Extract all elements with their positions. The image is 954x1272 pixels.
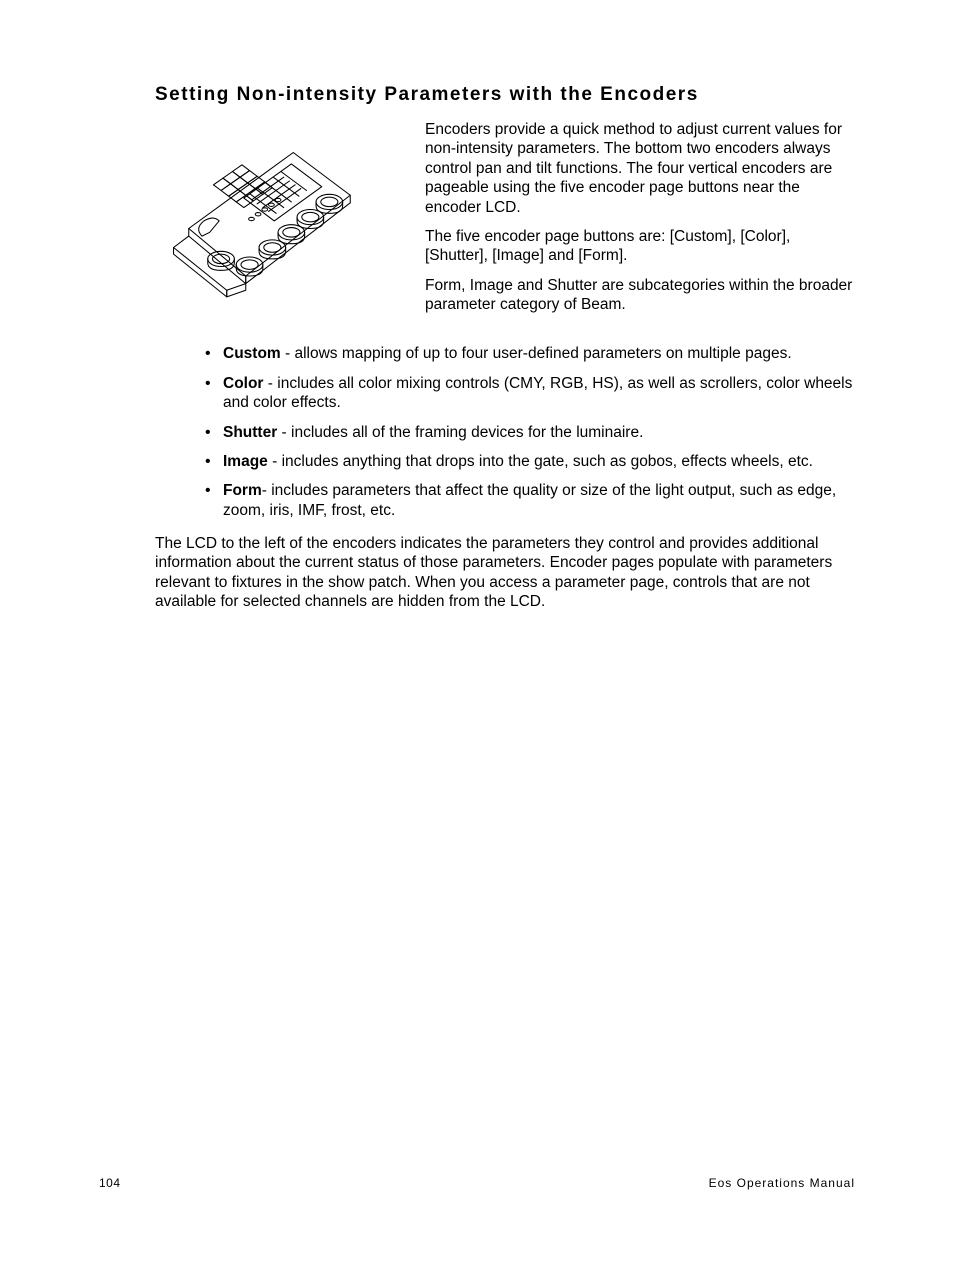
section-heading: Setting Non-intensity Parameters with th… xyxy=(155,84,855,106)
page-footer: 104 Eos Operations Manual xyxy=(99,1176,855,1190)
bullet-desc: includes all of the framing devices for … xyxy=(291,424,643,441)
bullet-term: Custom xyxy=(223,345,281,362)
intro-para-2: The five encoder page buttons are: [Cust… xyxy=(425,227,855,266)
page-number: 104 xyxy=(99,1176,121,1190)
intro-para-1: Encoders provide a quick method to adjus… xyxy=(425,120,855,217)
bullet-sep: - xyxy=(277,424,291,441)
closing-para: The LCD to the left of the encoders indi… xyxy=(155,534,855,612)
list-item: Shutter - includes all of the framing de… xyxy=(205,423,855,442)
bullet-sep: - xyxy=(268,453,282,470)
intro-para-3: Form, Image and Shutter are subcategorie… xyxy=(425,276,855,315)
bullet-sep: - xyxy=(263,375,277,392)
bullet-desc: allows mapping of up to four user-define… xyxy=(294,345,791,362)
intro-text: Encoders provide a quick method to adjus… xyxy=(425,120,855,324)
bullet-sep: - xyxy=(262,482,271,499)
intro-block: Encoders provide a quick method to adjus… xyxy=(155,120,855,324)
bullet-term: Form xyxy=(223,482,262,499)
bullet-sep: - xyxy=(281,345,295,362)
bullet-desc: includes all color mixing controls (CMY,… xyxy=(223,375,852,411)
bullet-term: Image xyxy=(223,453,268,470)
bullet-term: Color xyxy=(223,375,263,392)
list-item: Form- includes parameters that affect th… xyxy=(205,481,855,520)
bullet-desc: includes parameters that affect the qual… xyxy=(223,482,836,518)
list-item: Custom - allows mapping of up to four us… xyxy=(205,344,855,363)
bullet-term: Shutter xyxy=(223,424,277,441)
manual-title: Eos Operations Manual xyxy=(709,1176,855,1190)
encoder-diagram xyxy=(155,120,425,319)
bullet-list: Custom - allows mapping of up to four us… xyxy=(205,344,855,520)
list-item: Image - includes anything that drops int… xyxy=(205,452,855,471)
bullet-desc: includes anything that drops into the ga… xyxy=(282,453,813,470)
list-item: Color - includes all color mixing contro… xyxy=(205,374,855,413)
